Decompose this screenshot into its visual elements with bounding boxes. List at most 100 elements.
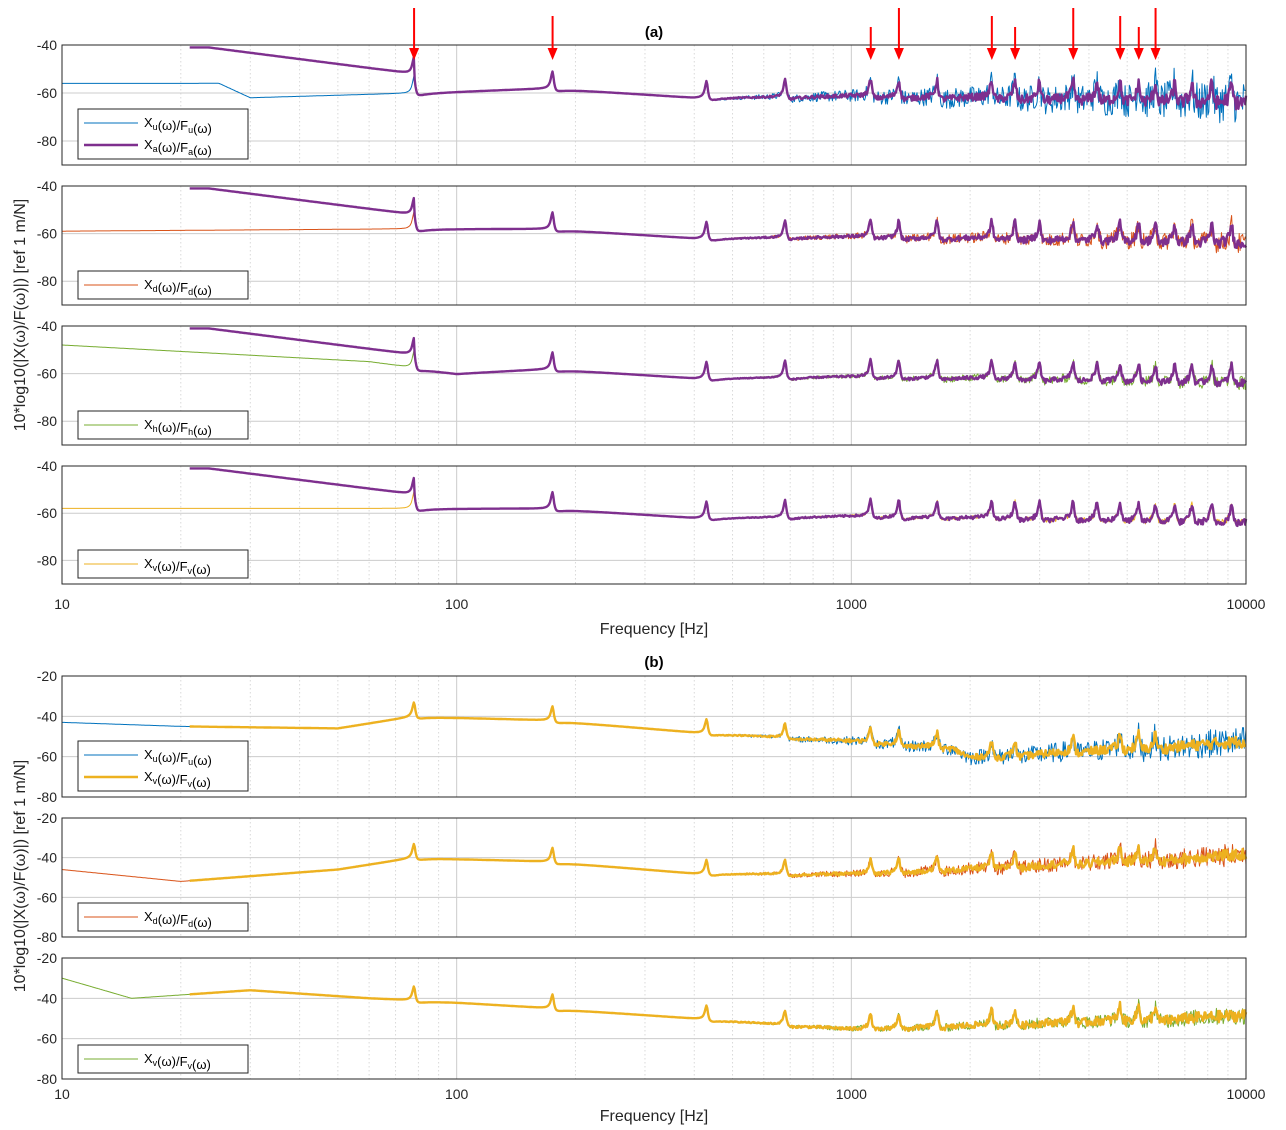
- x-tick-label: 1000: [836, 596, 867, 612]
- y-tick-label: -80: [37, 133, 57, 149]
- axes-box: [61, 44, 1247, 166]
- axes-box: [61, 325, 1247, 446]
- y-tick-label: -20: [37, 810, 57, 826]
- plot-area: [62, 676, 1246, 797]
- plot-area: [62, 466, 1246, 584]
- resonance-arrow: [409, 8, 420, 60]
- legend: Xd(ω)/Fd(ω): [77, 902, 249, 932]
- arrow-head: [893, 48, 904, 60]
- x-tick-label: 100: [445, 596, 469, 612]
- x-tick-label: 10: [54, 1086, 70, 1102]
- y-tick-label: -40: [37, 850, 57, 866]
- axes-box: [61, 817, 1247, 938]
- legend: Xd(ω)/Fd(ω): [77, 270, 249, 300]
- series-line-2: [189, 187, 1248, 250]
- panel-a-title: (a): [645, 24, 663, 41]
- legend-box: [77, 740, 249, 792]
- panel-a-y-axis-label: 10*log10(|X(ω)/F(ω)|) [ref 1 m/N]: [12, 199, 29, 431]
- series-line-2: [189, 701, 1247, 762]
- y-tick-label: -40: [37, 318, 57, 334]
- legend-box: [77, 108, 249, 160]
- subplot-4: -80 -60 -40 Xv(ω)/Fv(ω): [37, 458, 1248, 585]
- resonance-arrow: [1133, 27, 1144, 60]
- y-tick-label: -40: [37, 178, 57, 194]
- subplot-1: -80 -60 -40 Xu(ω)/Fu(ω)Xa(ω)/Fa(ω): [37, 37, 1248, 166]
- legend-entry: Xu(ω)/Fu(ω): [144, 747, 212, 768]
- y-tick-label: -60: [37, 226, 57, 242]
- y-tick-label: -60: [37, 1031, 57, 1047]
- axes-box: [61, 465, 1247, 585]
- panel-b-title: (b): [644, 654, 663, 671]
- x-tick-label: 1000: [836, 1086, 867, 1102]
- panel-a-x-tick-labels: 10 100 1000 10000: [54, 596, 1265, 612]
- legend: Xu(ω)/Fu(ω)Xv(ω)/Fv(ω): [77, 740, 249, 792]
- legend-entry: Xv(ω)/Fv(ω): [144, 1051, 211, 1072]
- arrow-head: [547, 48, 558, 60]
- legend: Xv(ω)/Fv(ω): [77, 1044, 249, 1074]
- subplot-7: -80 -60 -40 -20 Xv(ω)/Fv(ω): [37, 950, 1248, 1087]
- subplot-3: -80 -60 -40 Xh(ω)/Fh(ω): [37, 318, 1248, 446]
- y-tick-label: -80: [37, 413, 57, 429]
- resonance-arrows: [409, 8, 1161, 60]
- y-tick-label: -20: [37, 668, 57, 684]
- subplot-2: -80 -60 -40 Xd(ω)/Fd(ω): [37, 178, 1248, 306]
- axes-box: [61, 185, 1247, 306]
- subplot-6: -80 -60 -40 -20 Xd(ω)/Fd(ω): [37, 810, 1248, 945]
- series-line-2: [189, 467, 1248, 528]
- plot-area: [62, 818, 1246, 937]
- plot-area: [62, 326, 1246, 445]
- resonance-arrow: [1068, 8, 1079, 60]
- legend-entry: Xu(ω)/Fu(ω): [144, 115, 212, 136]
- resonance-arrow: [986, 16, 997, 60]
- legend-entry: Xh(ω)/Fh(ω): [144, 417, 212, 438]
- series-line-2: [189, 327, 1248, 388]
- arrow-head: [865, 48, 876, 60]
- plot-area: [62, 186, 1246, 305]
- y-tick-label: -80: [37, 552, 57, 568]
- legend-entry: Xv(ω)/Fv(ω): [144, 769, 211, 790]
- resonance-arrow: [893, 8, 904, 60]
- axes-box: [61, 957, 1247, 1080]
- x-tick-label: 10000: [1227, 596, 1266, 612]
- y-tick-label: -60: [37, 505, 57, 521]
- subplot-5: -80 -60 -40 -20 Xu(ω)/Fu(ω)Xv(ω)/Fv(ω): [37, 668, 1247, 805]
- resonance-arrow: [1115, 16, 1126, 60]
- panel-b-x-tick-labels: 10 100 1000 10000: [54, 1086, 1265, 1102]
- panel-b-y-axis-label: 10*log10(|X(ω)/F(ω)|) [ref 1 m/N]: [12, 760, 29, 992]
- y-tick-label: -40: [37, 37, 57, 53]
- y-tick-label: -20: [37, 950, 57, 966]
- series-line-2: [189, 985, 1248, 1033]
- plot-area: [62, 45, 1246, 165]
- x-tick-label: 10: [54, 596, 70, 612]
- y-tick-label: -40: [37, 708, 57, 724]
- y-tick-label: -40: [37, 458, 57, 474]
- arrow-head: [1150, 48, 1161, 60]
- legend: Xh(ω)/Fh(ω): [77, 410, 249, 440]
- arrow-head: [409, 48, 420, 60]
- y-tick-label: -40: [37, 990, 57, 1006]
- y-tick-label: -60: [37, 749, 57, 765]
- y-tick-label: -80: [37, 273, 57, 289]
- y-tick-label: -80: [37, 1071, 57, 1087]
- series-line-2: [189, 842, 1248, 882]
- arrow-head: [1115, 48, 1126, 60]
- arrow-head: [986, 48, 997, 60]
- y-tick-label: -60: [37, 889, 57, 905]
- legend-entry: Xd(ω)/Fd(ω): [144, 909, 212, 930]
- legend-entry: Xv(ω)/Fv(ω): [144, 556, 211, 577]
- y-tick-label: -60: [37, 366, 57, 382]
- resonance-arrow: [547, 16, 558, 60]
- resonance-arrow: [1010, 27, 1021, 60]
- resonance-arrow: [865, 27, 876, 60]
- arrow-head: [1133, 48, 1144, 60]
- axes-box: [61, 675, 1247, 798]
- legend-entry: Xa(ω)/Fa(ω): [144, 137, 212, 158]
- y-tick-label: -80: [37, 789, 57, 805]
- y-tick-label: -80: [37, 929, 57, 945]
- x-tick-label: 10000: [1227, 1086, 1266, 1102]
- arrow-head: [1068, 48, 1079, 60]
- resonance-arrow: [1150, 8, 1161, 60]
- panel-b-x-axis-label: Frequency [Hz]: [600, 1108, 708, 1125]
- legend: Xu(ω)/Fu(ω)Xa(ω)/Fa(ω): [77, 108, 249, 160]
